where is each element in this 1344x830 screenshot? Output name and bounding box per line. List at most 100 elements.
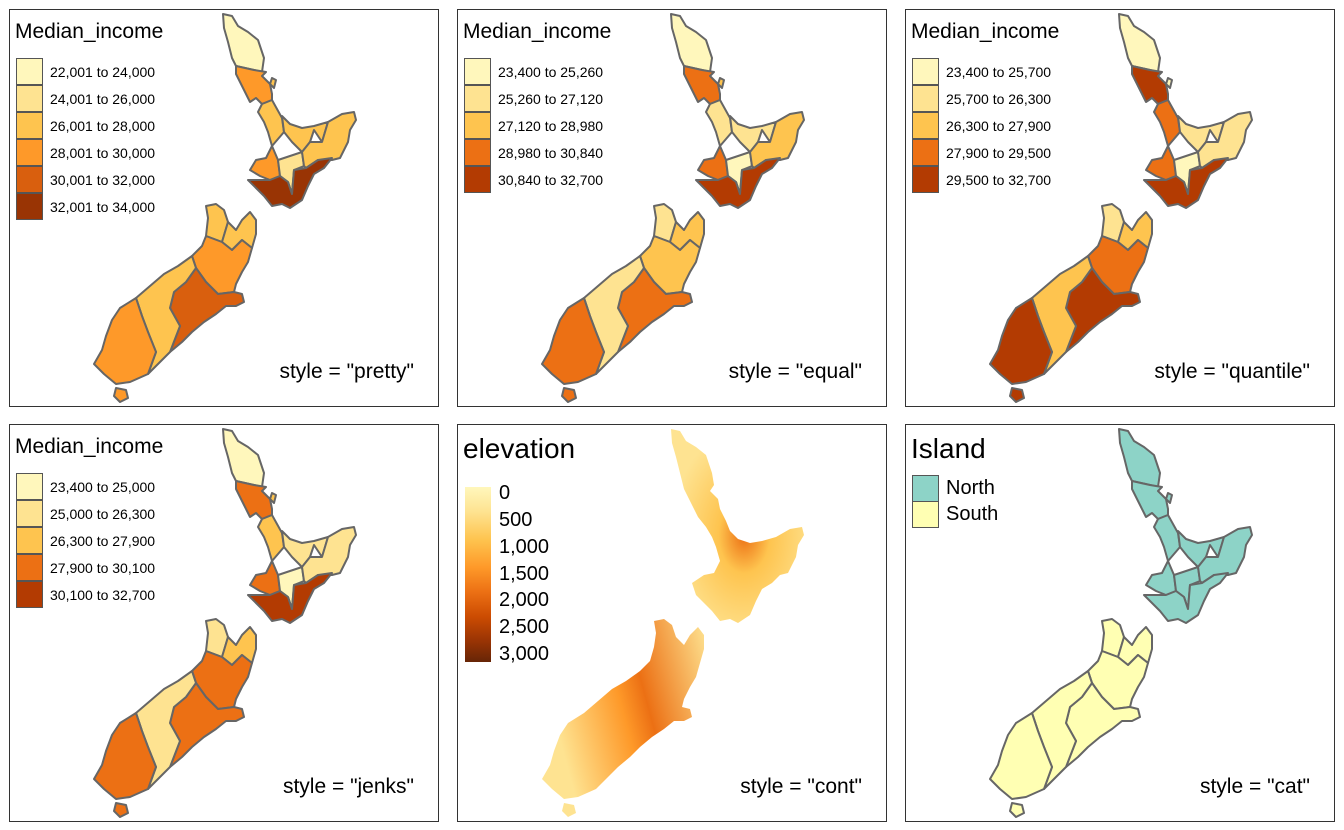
color-gradient-bar <box>465 487 491 662</box>
map-panel-quantile: Median_income 23,400 to 25,700 25,700 to … <box>905 9 1335 407</box>
legend-item: 29,500 to 32,700 <box>912 166 1051 193</box>
legend-item: 22,001 to 24,000 <box>16 58 155 85</box>
legend-item: 32,001 to 34,000 <box>16 193 155 220</box>
region-stewart-island <box>1009 802 1025 818</box>
legend: 23,400 to 25,000 25,000 to 26,300 26,300 t… <box>16 473 155 608</box>
legend-label: 23,400 to 25,700 <box>946 63 1052 80</box>
region-taranaki <box>249 145 281 181</box>
nz-categorical-map <box>989 428 1253 818</box>
region-stewart-island <box>113 387 129 403</box>
legend-item: 30,100 to 32,700 <box>16 581 155 608</box>
legend-label: 30,840 to 32,700 <box>498 171 604 188</box>
legend-item: 26,300 to 27,900 <box>16 527 155 554</box>
region-northland <box>222 13 265 73</box>
legend-swatch <box>912 112 939 139</box>
map-panel-elevation: elevation 0 500 1,000 1,500 2,000 2,500 3,000 … <box>457 424 887 822</box>
region-northland <box>222 428 265 488</box>
legend-item: 27,900 to 30,100 <box>16 554 155 581</box>
legend-item: 26,300 to 27,900 <box>912 112 1051 139</box>
style-label: style = "jenks" <box>282 775 414 798</box>
nz-choropleth-map <box>93 13 357 403</box>
map-panel-equal: Median_income 23,400 to 25,260 25,260 to … <box>457 9 887 407</box>
region-great-barrier <box>717 77 725 89</box>
legend: 23,400 to 25,260 25,260 to 27,120 27,120 t… <box>464 58 603 193</box>
legend-item: 26,001 to 28,000 <box>16 112 155 139</box>
region-stewart-island <box>113 802 129 818</box>
region-southland <box>989 297 1053 385</box>
legend-item: 23,400 to 25,000 <box>16 473 155 500</box>
region-bay-of-plenty <box>729 115 777 153</box>
nz-choropleth-map <box>989 13 1253 403</box>
style-label: style = "quantile" <box>1154 360 1310 383</box>
legend-tick-label: 500 <box>499 508 533 531</box>
legend-title: Median_income <box>463 20 612 43</box>
legend-swatch <box>16 527 43 554</box>
legend-item: 28,980 to 30,840 <box>464 139 603 166</box>
legend-label: 30,001 to 32,000 <box>50 171 156 188</box>
legend-label: 27,900 to 30,100 <box>50 559 156 576</box>
region-northland <box>1118 13 1161 73</box>
nz-elevation-map <box>542 429 804 817</box>
style-label: style = "cont" <box>740 775 862 798</box>
region-waikato <box>257 99 285 147</box>
legend-swatch <box>16 500 43 527</box>
legend-swatch <box>464 112 491 139</box>
legend-label: 26,001 to 28,000 <box>50 117 156 134</box>
legend-label: 22,001 to 24,000 <box>50 63 156 80</box>
legend-swatch <box>912 166 939 193</box>
region-bay-of-plenty <box>1177 530 1225 568</box>
legend-item: 25,700 to 26,300 <box>912 85 1051 112</box>
legend-title: elevation <box>463 433 576 464</box>
legend-item: 30,840 to 32,700 <box>464 166 603 193</box>
legend-tick-label: 2,000 <box>499 589 550 612</box>
region-auckland <box>683 65 721 105</box>
region-auckland <box>235 480 273 520</box>
region-taranaki <box>1145 560 1177 596</box>
legend-swatch <box>912 85 939 112</box>
legend-ticks: 0 500 1,000 1,500 2,000 2,500 3,000 <box>499 483 579 665</box>
region-great-barrier <box>1165 492 1173 504</box>
region-stewart-island <box>561 387 577 403</box>
legend-swatch <box>16 85 43 112</box>
legend-item: 27,120 to 28,980 <box>464 112 603 139</box>
style-label: style = "cat" <box>1199 775 1310 798</box>
region-wellington <box>1143 572 1229 624</box>
nz-choropleth-map <box>93 428 357 818</box>
region-auckland <box>1131 65 1169 105</box>
legend-swatch <box>16 58 43 85</box>
legend-swatch <box>464 139 491 166</box>
region-northland <box>1118 428 1161 488</box>
legend-item: South <box>912 500 998 528</box>
legend-tick-label: 1,000 <box>499 535 550 558</box>
region-bay-of-plenty <box>281 115 329 153</box>
map-panel-island: Island North South style = "cat" <box>905 424 1335 822</box>
legend-item: 27,900 to 29,500 <box>912 139 1051 166</box>
region-waikato <box>1153 99 1181 147</box>
legend-swatch <box>464 58 491 85</box>
legend-label: 27,900 to 29,500 <box>946 144 1052 161</box>
south-island-elevation <box>542 619 704 799</box>
legend-label: 29,500 to 32,700 <box>946 171 1052 188</box>
legend-item: 25,000 to 26,300 <box>16 500 155 527</box>
region-taranaki <box>1145 145 1177 181</box>
legend-item: North <box>912 474 998 502</box>
legend-tick-label: 3,000 <box>499 643 550 665</box>
region-great-barrier <box>269 77 277 89</box>
continuous-legend: 0 500 1,000 1,500 2,000 2,500 3,000 <box>465 483 579 665</box>
north-island-elevation <box>671 429 804 623</box>
legend-swatch <box>16 112 43 139</box>
legend-label: North <box>946 476 995 499</box>
legend-title: Island <box>911 433 986 464</box>
region-auckland <box>1131 480 1169 520</box>
stewart-island-elevation <box>562 803 576 817</box>
legend-swatch <box>912 58 939 85</box>
region-great-barrier <box>269 492 277 504</box>
legend-swatch <box>912 139 939 166</box>
region-wellington <box>247 572 333 624</box>
region-southland <box>93 297 157 385</box>
legend-swatch <box>912 500 939 528</box>
region-stewart-island <box>1009 387 1025 403</box>
region-southland <box>93 712 157 800</box>
region-waikato <box>1153 514 1181 562</box>
region-wellington <box>1143 157 1229 209</box>
